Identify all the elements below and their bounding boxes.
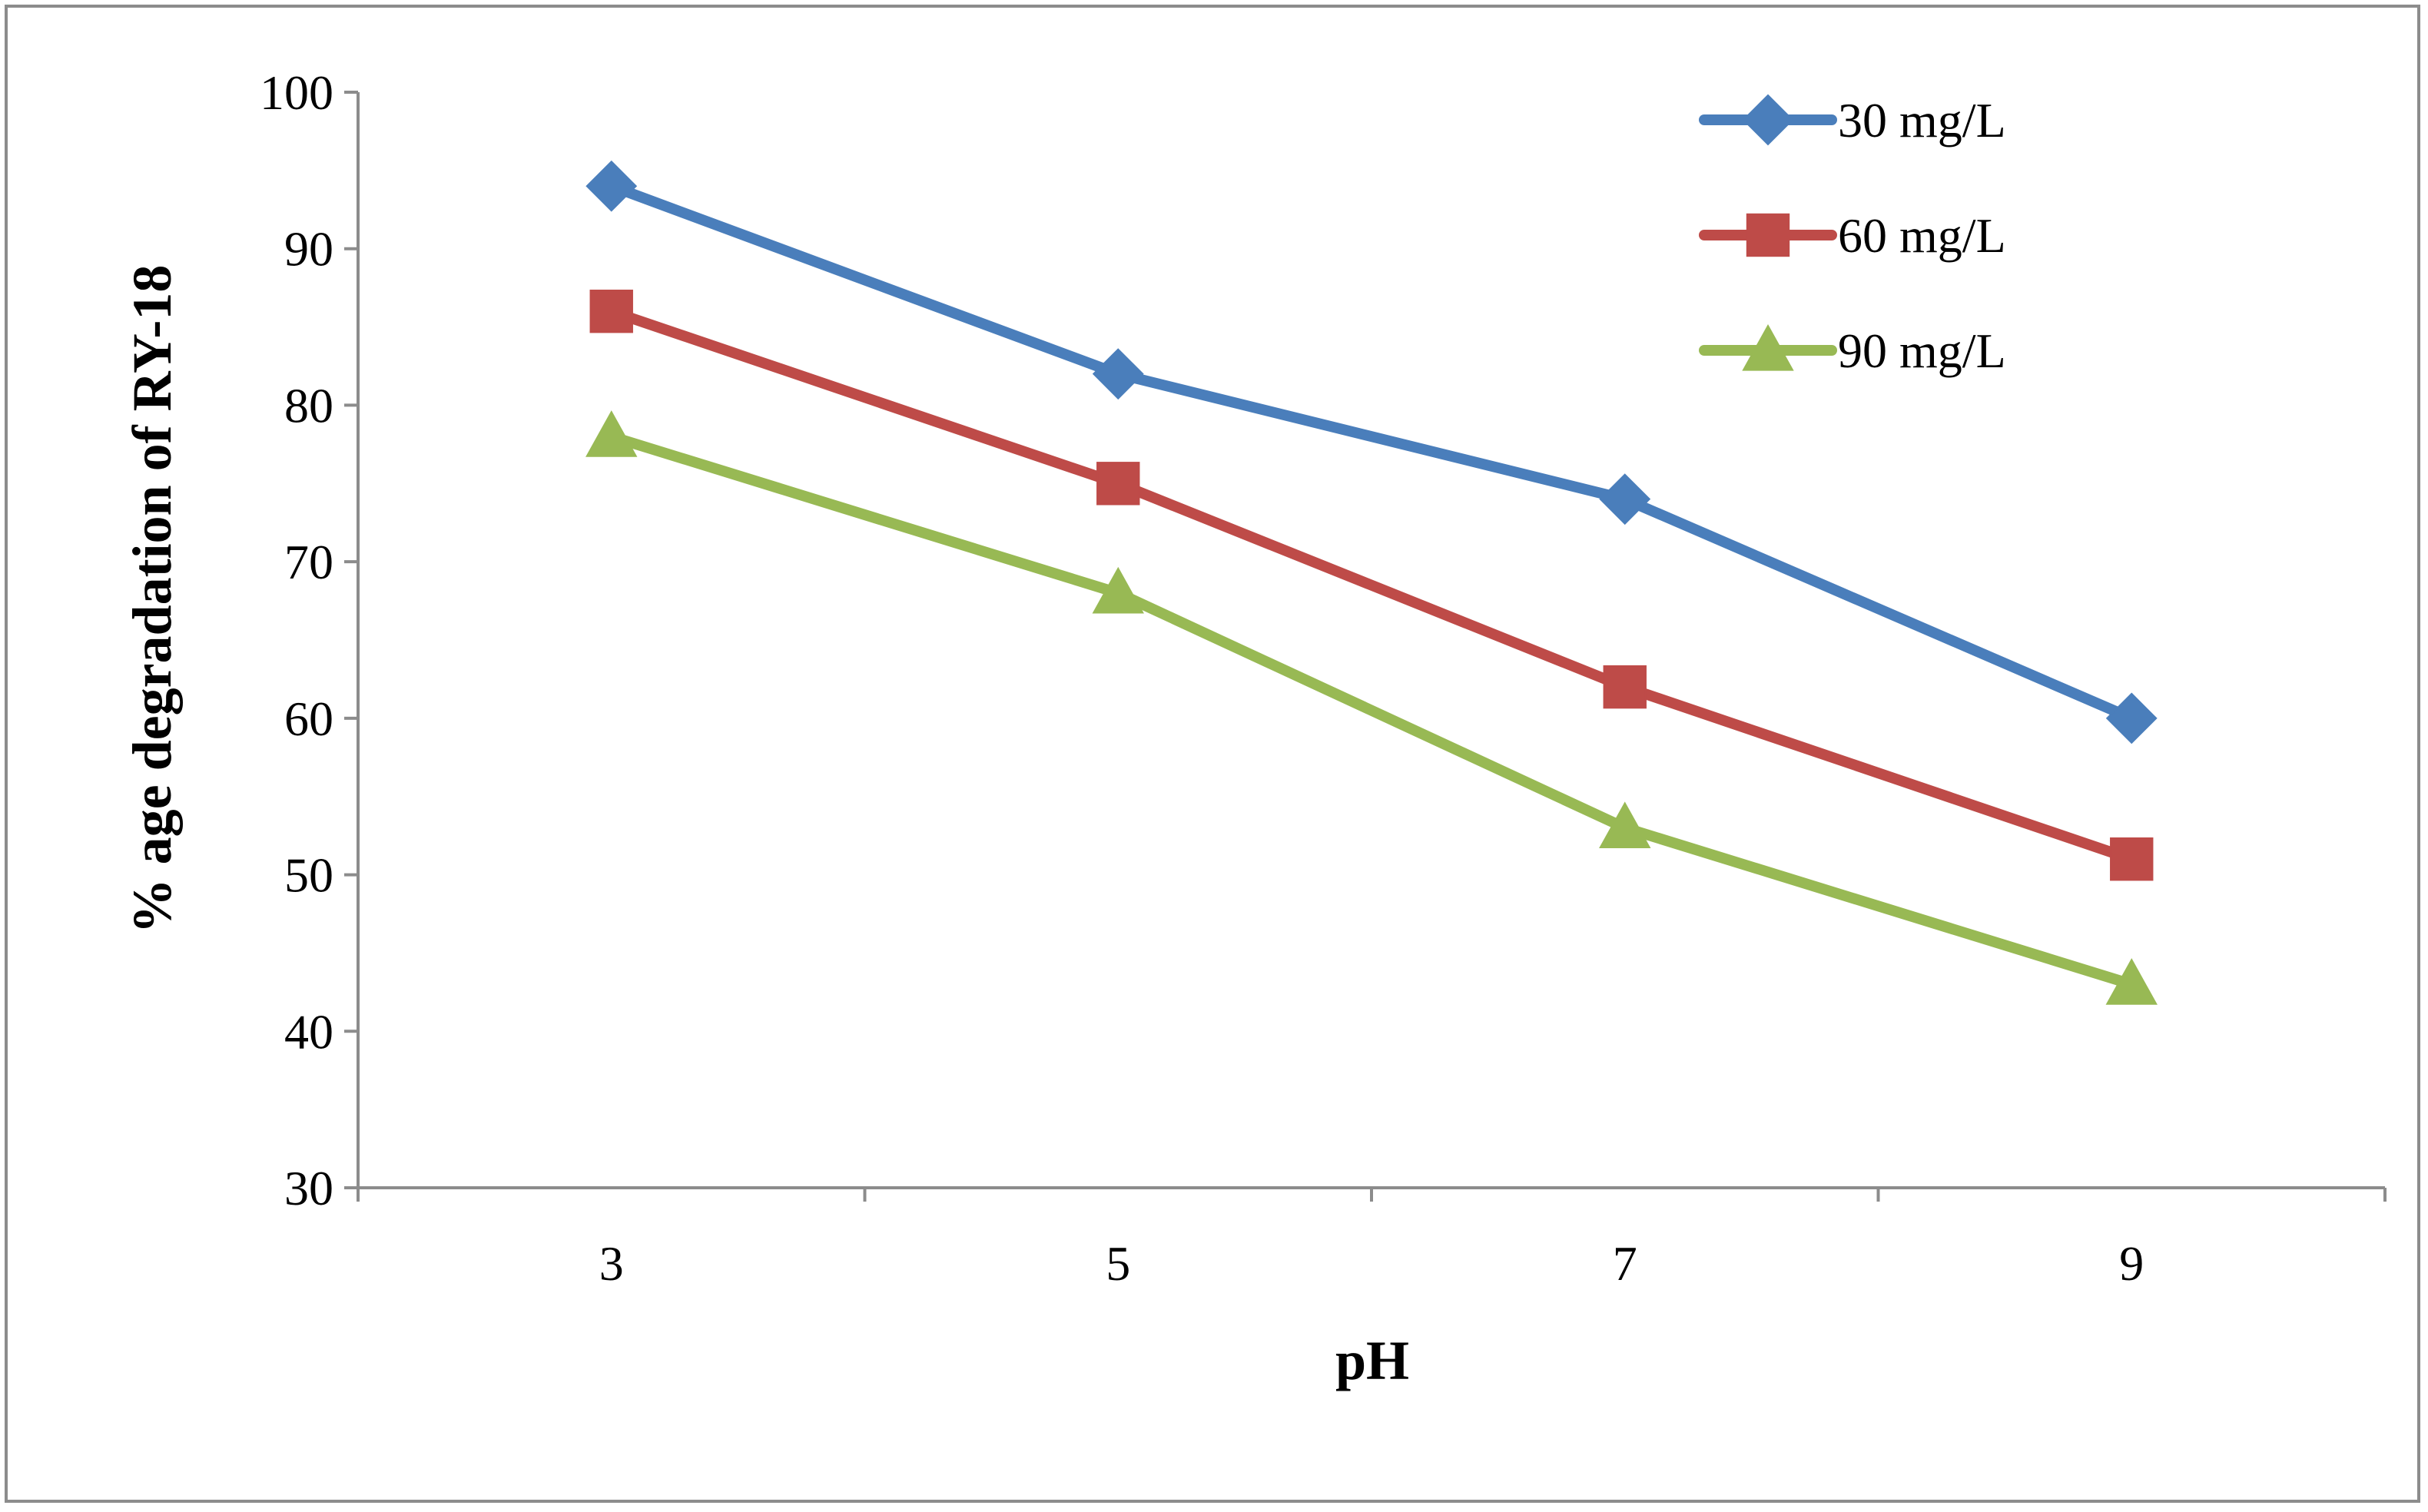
legend-marker bbox=[1742, 323, 1794, 371]
legend-item: 30 mg/L bbox=[1699, 93, 2006, 148]
series-3 bbox=[585, 410, 2158, 1005]
data-point bbox=[1603, 665, 1647, 709]
data-point bbox=[1092, 566, 1144, 614]
x-tick-label: 9 bbox=[2119, 1236, 2144, 1291]
series-line bbox=[605, 306, 2138, 865]
legend-label: 60 mg/L bbox=[1838, 208, 2006, 263]
series-line bbox=[605, 431, 2138, 990]
legend-label: 30 mg/L bbox=[1838, 93, 2006, 148]
y-tick-label: 100 bbox=[260, 65, 333, 120]
y-axis-title: % age degradation of RY-18 bbox=[121, 265, 183, 934]
data-point bbox=[2105, 692, 2158, 744]
data-point bbox=[1599, 801, 1651, 849]
data-point bbox=[1599, 473, 1651, 526]
y-tick-label: 60 bbox=[284, 691, 333, 746]
x-tick-label: 5 bbox=[1106, 1236, 1130, 1291]
y-tick-label: 70 bbox=[284, 535, 333, 589]
data-point bbox=[589, 290, 633, 333]
series-layer bbox=[585, 160, 2158, 1005]
chart-frame bbox=[5, 5, 2420, 1503]
y-tick-label: 50 bbox=[284, 848, 333, 903]
legend-marker bbox=[1746, 213, 1790, 257]
series-line bbox=[605, 181, 2138, 724]
data-point bbox=[1096, 462, 1140, 506]
legend-item: 60 mg/L bbox=[1699, 208, 2006, 263]
x-axis-title: pH bbox=[1335, 1330, 1409, 1391]
x-tick-label: 3 bbox=[599, 1236, 624, 1291]
y-tick-label: 30 bbox=[284, 1161, 333, 1215]
x-tick-label: 7 bbox=[1613, 1236, 1637, 1291]
series-1 bbox=[585, 160, 2158, 744]
legend-item: 90 mg/L bbox=[1699, 323, 2006, 378]
y-tick-label: 80 bbox=[284, 378, 333, 433]
data-point bbox=[1092, 348, 1144, 400]
y-tick-label: 40 bbox=[284, 1004, 333, 1059]
legend-label: 90 mg/L bbox=[1838, 323, 2006, 378]
data-point bbox=[585, 410, 638, 457]
y-tick-label: 90 bbox=[284, 222, 333, 277]
legend-marker bbox=[1742, 94, 1794, 146]
legend: 30 mg/L 60 mg/L 90 mg/L bbox=[1699, 93, 2006, 378]
axes: 30 40 50 60 70 80 90 100 3 5 7 9 bbox=[260, 65, 2387, 1291]
data-point bbox=[2110, 837, 2154, 881]
data-point bbox=[2105, 958, 2158, 1005]
data-point bbox=[585, 160, 638, 212]
series-2 bbox=[589, 290, 2154, 881]
